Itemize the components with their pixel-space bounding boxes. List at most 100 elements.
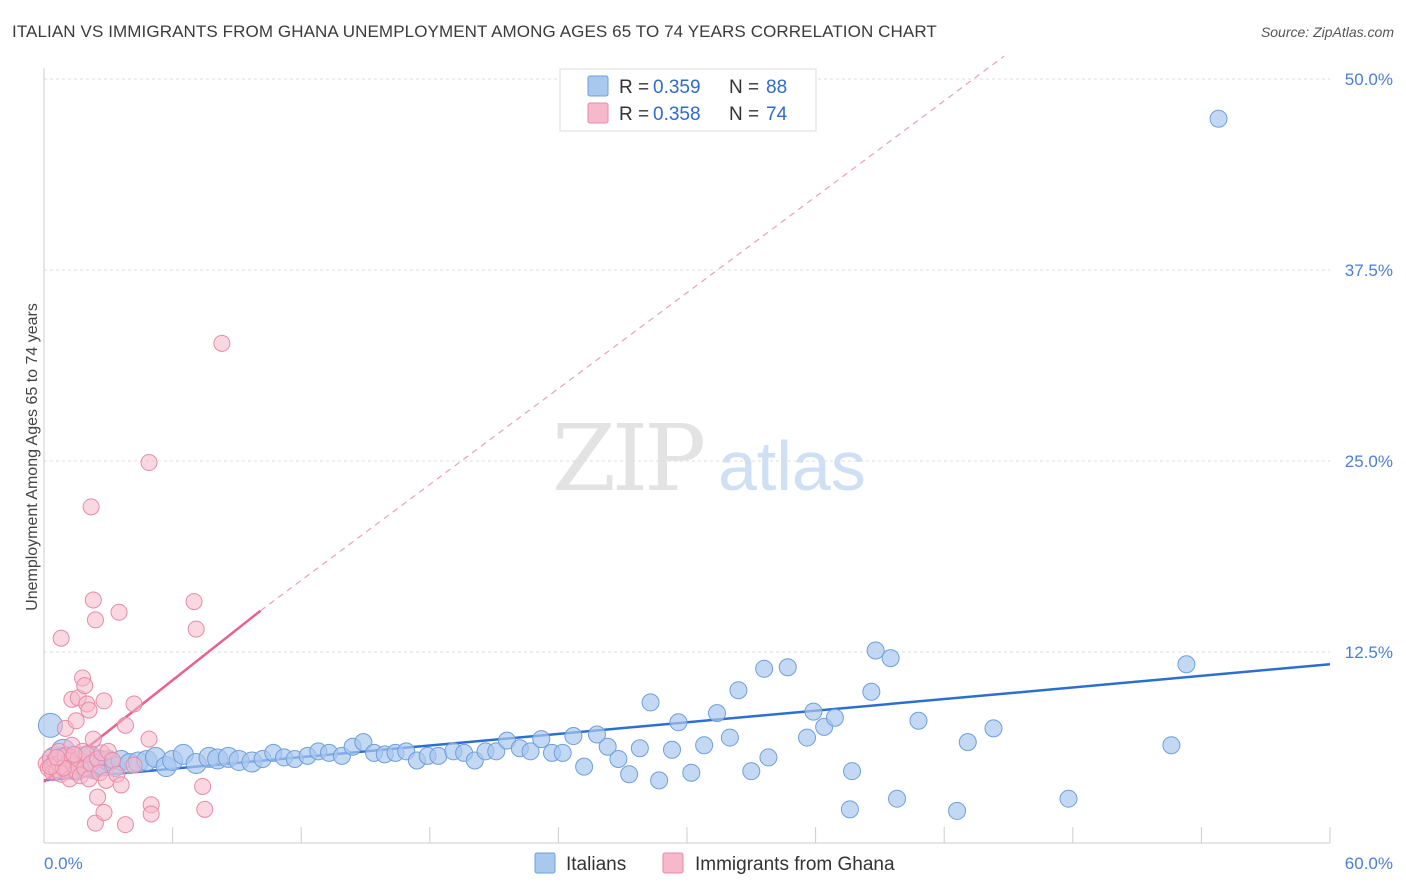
- italians-point: [682, 763, 701, 782]
- ghana-point: [142, 805, 160, 823]
- ghana-point: [95, 803, 113, 821]
- italians-point: [429, 746, 448, 765]
- italians-point: [840, 800, 859, 819]
- italians-point: [1059, 789, 1078, 808]
- italians-point: [598, 737, 617, 756]
- watermark: ZIP atlas: [552, 405, 866, 512]
- italians-point: [984, 719, 1003, 738]
- italians-point: [804, 702, 823, 721]
- y-tick-label-1: 25.0%: [1345, 452, 1393, 471]
- chart-title: ITALIAN VS IMMIGRANTS FROM GHANA UNEMPLO…: [12, 22, 937, 41]
- italians-point: [755, 659, 774, 678]
- correlation-legend: R = 0.359 N = 88 R = 0.358 N = 74: [559, 68, 817, 132]
- italians-point: [862, 682, 881, 701]
- watermark-atlas: atlas: [718, 427, 866, 505]
- italians-point: [1177, 655, 1196, 674]
- axes: [43, 68, 1331, 844]
- x-tick-label-0: 0.0%: [44, 854, 83, 873]
- italians-point: [532, 730, 551, 749]
- italians-points: [37, 109, 1228, 820]
- italians-point: [909, 711, 928, 730]
- italians-point: [669, 713, 688, 732]
- bottom-legend-swatch-ghana: [662, 852, 684, 874]
- italians-point: [729, 681, 748, 700]
- ghana-points: [37, 334, 231, 834]
- ghana-point: [187, 620, 205, 638]
- ghana-point: [196, 800, 214, 818]
- y-tick-label-2: 37.5%: [1345, 261, 1393, 280]
- italians-point: [866, 641, 885, 660]
- ghana-point: [112, 776, 130, 794]
- italians-point: [662, 740, 681, 759]
- ghana-point: [116, 816, 134, 834]
- ghana-point: [116, 716, 134, 734]
- italians-point: [720, 728, 739, 747]
- italians-point: [708, 704, 727, 723]
- ghana-point: [67, 712, 85, 730]
- italians-point: [1162, 736, 1181, 755]
- legend-n-value-1: 88: [766, 77, 787, 98]
- legend-n-value-2: 74: [766, 104, 788, 125]
- ghana-point: [65, 745, 83, 763]
- source-credit: Source: ZipAtlas.com: [1260, 24, 1394, 40]
- italians-point: [695, 736, 714, 755]
- legend-r-value-2: 0.358: [653, 104, 701, 125]
- ghana-point: [185, 593, 203, 611]
- ghana-point: [48, 748, 66, 766]
- ghana-point: [89, 788, 107, 806]
- italians-point: [609, 749, 628, 768]
- ghana-point: [80, 701, 98, 719]
- series-legend: Italians Immigrants from Ghana: [534, 852, 895, 875]
- ghana-point: [110, 603, 128, 621]
- legend-r-label-1: R =: [619, 77, 649, 98]
- ghana-point: [125, 756, 143, 774]
- italians-point: [553, 743, 572, 762]
- ghana-point: [213, 334, 231, 352]
- italians-point: [620, 765, 639, 784]
- bottom-legend-italians: Italians: [566, 854, 626, 875]
- legend-swatch-italians: [587, 75, 609, 97]
- y-tick-label-3: 50.0%: [1345, 70, 1393, 89]
- legend-n-label-2: N =: [729, 104, 759, 125]
- ghana-point: [82, 498, 100, 516]
- ghana-point: [140, 730, 158, 748]
- tick-labels: 12.5% 25.0% 37.5% 50.0% 0.0% 60.0%: [44, 70, 1393, 873]
- italians-point: [881, 649, 900, 668]
- italians-point: [487, 742, 506, 761]
- italians-point: [825, 708, 844, 727]
- italians-point: [843, 762, 862, 781]
- italians-point: [1209, 109, 1228, 128]
- italians-point: [888, 789, 907, 808]
- italians-point: [564, 727, 583, 746]
- italians-point: [650, 771, 669, 790]
- ghana-point: [84, 591, 102, 609]
- italians-point: [958, 733, 977, 752]
- italians-point: [641, 693, 660, 712]
- x-tick-label-1: 60.0%: [1345, 854, 1393, 873]
- ghana-point: [84, 730, 102, 748]
- ghana-point: [52, 629, 70, 647]
- italians-point: [759, 748, 778, 767]
- watermark-zip: ZIP: [552, 405, 703, 512]
- italians-point: [948, 801, 967, 820]
- italians-point: [521, 742, 540, 761]
- ghana-point: [140, 454, 158, 472]
- italians-point: [798, 728, 817, 747]
- bottom-legend-swatch-italians: [534, 852, 556, 874]
- legend-r-label-2: R =: [619, 104, 649, 125]
- ghana-point: [125, 695, 143, 713]
- ghana-point: [76, 677, 94, 695]
- italians-point: [354, 733, 373, 752]
- italians-point: [742, 762, 761, 781]
- ghana-point: [194, 777, 212, 795]
- italians-point: [587, 725, 606, 744]
- ghana-point: [95, 692, 113, 710]
- legend-r-value-1: 0.359: [653, 77, 701, 98]
- italians-point: [778, 658, 797, 677]
- italians-point: [575, 757, 594, 776]
- ghana-trend-extension: [260, 55, 1005, 612]
- y-tick-label-0: 12.5%: [1345, 643, 1393, 662]
- ghana-point: [86, 611, 104, 629]
- legend-n-label-1: N =: [729, 77, 759, 98]
